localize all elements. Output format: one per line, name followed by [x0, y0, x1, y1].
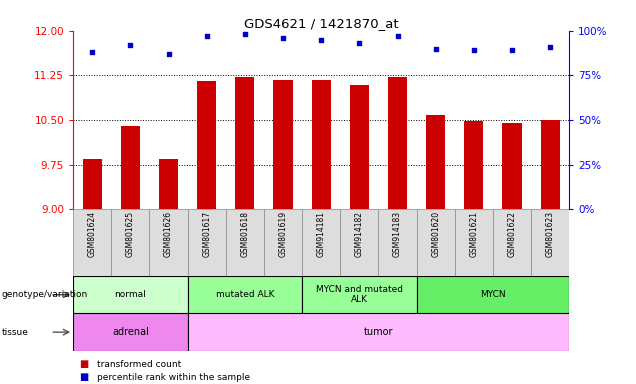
Text: percentile rank within the sample: percentile rank within the sample [97, 372, 251, 382]
Text: GSM801624: GSM801624 [88, 211, 97, 257]
Point [202, 33, 212, 39]
Bar [235, 77, 254, 209]
Text: normal: normal [114, 290, 146, 299]
Point [507, 47, 517, 53]
Point [278, 35, 288, 41]
Text: GSM801619: GSM801619 [279, 211, 287, 257]
Point [545, 44, 555, 50]
Bar [388, 77, 407, 209]
Point [87, 49, 97, 55]
Bar [302, 209, 340, 276]
Text: GSM801622: GSM801622 [508, 211, 516, 257]
Text: GSM801626: GSM801626 [164, 211, 173, 257]
Text: GSM801625: GSM801625 [126, 211, 135, 257]
Bar [188, 209, 226, 276]
Text: GSM801620: GSM801620 [431, 211, 440, 257]
Bar [121, 126, 140, 209]
Title: GDS4621 / 1421870_at: GDS4621 / 1421870_at [244, 17, 399, 30]
Point [316, 36, 326, 43]
Point [163, 51, 174, 57]
Point [392, 33, 403, 39]
Text: GSM801617: GSM801617 [202, 211, 211, 257]
Text: MYCN and mutated
ALK: MYCN and mutated ALK [316, 285, 403, 305]
Text: adrenal: adrenal [112, 327, 149, 337]
Point [354, 40, 364, 46]
Text: genotype/variation: genotype/variation [1, 290, 88, 299]
Bar [531, 209, 569, 276]
Text: GSM801621: GSM801621 [469, 211, 478, 257]
Bar [417, 209, 455, 276]
Bar [350, 85, 369, 209]
Text: transformed count: transformed count [97, 359, 181, 369]
Point [431, 46, 441, 52]
Bar [73, 276, 188, 313]
Bar [73, 209, 111, 276]
Bar [493, 209, 531, 276]
Bar [502, 123, 522, 209]
Bar [541, 120, 560, 209]
Bar [417, 276, 569, 313]
Bar [188, 313, 569, 351]
Text: GSM914181: GSM914181 [317, 211, 326, 257]
Point [469, 47, 479, 53]
Bar [149, 209, 188, 276]
Bar [426, 115, 445, 209]
Bar [111, 209, 149, 276]
Bar [188, 276, 302, 313]
Text: GSM914182: GSM914182 [355, 211, 364, 257]
Text: ■: ■ [80, 372, 89, 382]
Text: GSM801618: GSM801618 [240, 211, 249, 257]
Bar [273, 80, 293, 209]
Bar [378, 209, 417, 276]
Text: GSM801623: GSM801623 [546, 211, 555, 257]
Text: ■: ■ [80, 359, 89, 369]
Bar [73, 313, 188, 351]
Bar [264, 209, 302, 276]
Bar [302, 276, 417, 313]
Bar [455, 209, 493, 276]
Point [240, 31, 250, 37]
Text: GSM914183: GSM914183 [393, 211, 402, 257]
Bar [340, 209, 378, 276]
Text: mutated ALK: mutated ALK [216, 290, 274, 299]
Bar [226, 209, 264, 276]
Point [125, 42, 135, 48]
Bar [197, 81, 216, 209]
Bar [312, 80, 331, 209]
Text: MYCN: MYCN [480, 290, 506, 299]
Bar [83, 159, 102, 209]
Text: tissue: tissue [1, 328, 28, 337]
Text: tumor: tumor [364, 327, 393, 337]
Bar [464, 121, 483, 209]
Bar [159, 159, 178, 209]
